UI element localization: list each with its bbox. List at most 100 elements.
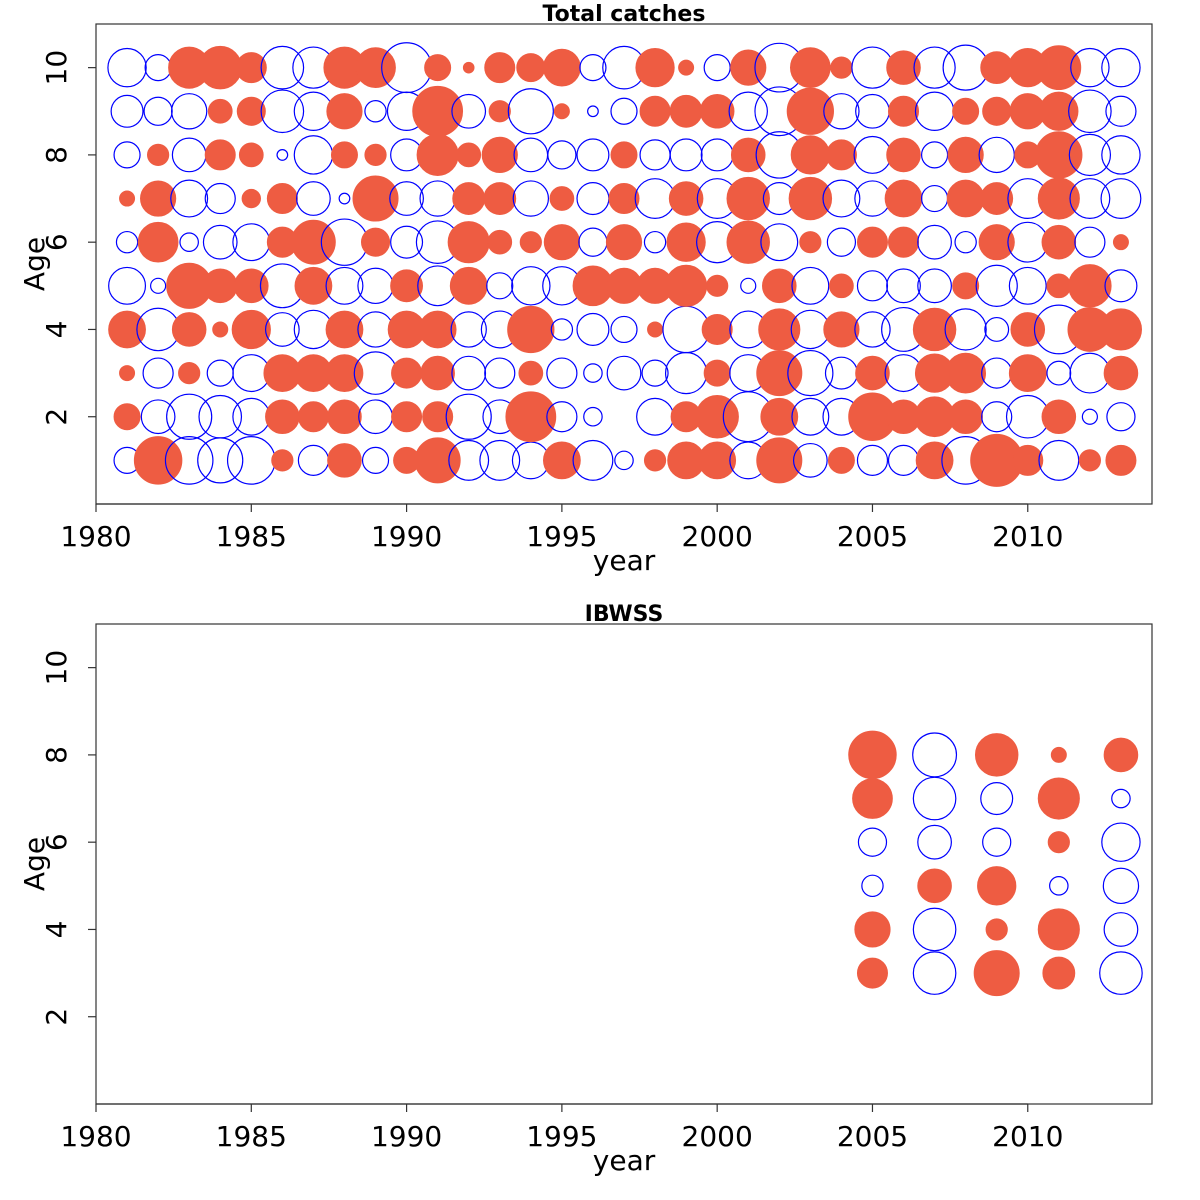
positive-residual-bubble (789, 47, 831, 88)
negative-residual-bubble (639, 139, 671, 171)
negative-residual-bubble (576, 138, 610, 172)
negative-residual-bubble (1038, 439, 1080, 481)
negative-residual-bubble (198, 394, 243, 439)
positive-residual-bubble (695, 394, 739, 439)
positive-residual-bubble (171, 312, 207, 347)
negative-residual-bubble (1074, 226, 1106, 258)
negative-residual-bubble (917, 268, 952, 304)
positive-residual-bubble (888, 226, 920, 258)
negative-residual-bubble (297, 444, 330, 476)
positive-residual-bubble (1036, 45, 1082, 91)
positive-residual-bubble (424, 54, 452, 82)
negative-residual-bubble (887, 444, 920, 476)
positive-residual-bubble (884, 179, 923, 218)
positive-residual-bubble (481, 136, 518, 174)
negative-residual-bubble (578, 227, 608, 257)
positive-residual-bubble (978, 224, 1015, 261)
negative-residual-bubble (792, 442, 828, 478)
positive-residual-bubble (856, 957, 888, 989)
negative-residual-bubble (954, 230, 977, 254)
x-tick-label: 1995 (526, 1120, 597, 1153)
negative-residual-bubble (920, 141, 949, 169)
positive-residual-bubble (542, 48, 581, 87)
negative-residual-bubble (140, 399, 176, 435)
positive-residual-bubble (1008, 354, 1047, 392)
positive-residual-bubble (854, 911, 891, 948)
positive-residual-bubble (790, 135, 830, 175)
positive-residual-bubble (549, 186, 575, 211)
positive-residual-bubble (202, 268, 238, 304)
negative-residual-bubble (144, 54, 172, 82)
positive-residual-bubble (516, 53, 546, 83)
positive-residual-bubble (447, 221, 490, 264)
negative-residual-bubble (1099, 951, 1143, 995)
negative-residual-bubble (264, 312, 300, 347)
x-tick-label: 2000 (682, 520, 753, 553)
negative-residual-bubble (791, 397, 830, 436)
positive-residual-bubble (507, 305, 555, 354)
negative-residual-bubble (614, 450, 634, 471)
negative-residual-bubble (636, 397, 675, 436)
positive-residual-bubble (294, 266, 333, 305)
negative-residual-bubble (204, 182, 236, 215)
positive-residual-bubble (420, 355, 455, 391)
positive-residual-bubble (647, 321, 664, 338)
y-tick-label: 6 (40, 833, 73, 851)
positive-residual-bubble (1078, 449, 1101, 472)
negative-residual-bubble (232, 223, 271, 262)
negative-residual-bubble (1049, 876, 1069, 896)
positive-residual-bubble (352, 175, 399, 222)
positive-residual-bubble (422, 401, 454, 433)
positive-residual-bubble (241, 188, 261, 209)
positive-residual-bubble (113, 403, 141, 431)
negative-residual-bubble (150, 277, 167, 294)
positive-residual-bubble (1012, 444, 1044, 476)
positive-residual-bubble (848, 730, 897, 780)
positive-residual-bubble (462, 61, 475, 74)
positive-residual-bubble (414, 437, 461, 484)
positive-residual-bubble (823, 311, 860, 348)
y-tick-label: 4 (40, 921, 73, 939)
y-axis-label: Age (18, 837, 51, 891)
positive-residual-bubble (391, 401, 423, 433)
negative-residual-bubble (293, 135, 334, 175)
negative-residual-bubble (170, 93, 208, 130)
positive-residual-bubble (483, 182, 517, 215)
positive-residual-bubble (982, 96, 1012, 126)
positive-residual-bubble (952, 97, 980, 125)
x-tick-label: 2005 (837, 1120, 908, 1153)
positive-residual-bubble (505, 391, 557, 443)
positive-residual-bubble (852, 778, 893, 819)
negative-residual-bubble (760, 223, 799, 262)
chart-title: Total catches (543, 2, 706, 27)
positive-residual-bubble (212, 321, 229, 338)
negative-residual-bubble (641, 359, 669, 387)
positive-residual-bubble (758, 308, 801, 351)
negative-residual-bubble (669, 138, 703, 172)
negative-residual-bubble (984, 316, 1010, 342)
positive-residual-bubble (698, 441, 737, 480)
y-tick-label: 8 (40, 746, 73, 764)
negative-residual-bubble (981, 401, 1013, 433)
positive-residual-bubble (726, 176, 770, 221)
negative-residual-bubble (260, 45, 305, 90)
y-tick-label: 2 (40, 408, 73, 426)
negative-residual-bubble (1100, 178, 1142, 220)
positive-residual-bubble (635, 48, 675, 88)
positive-residual-bubble (788, 176, 833, 221)
negative-residual-bubble (914, 91, 955, 132)
positive-residual-bubble (946, 179, 985, 218)
positive-residual-bubble (760, 397, 799, 436)
negative-residual-bubble (448, 439, 490, 481)
y-axis-label: Age (18, 237, 51, 291)
positive-residual-bubble (980, 51, 1014, 85)
plot-frame (95, 623, 1153, 1105)
negative-residual-bubble (143, 96, 173, 126)
negative-residual-bubble (978, 136, 1015, 174)
negative-residual-bubble (587, 105, 599, 118)
positive-residual-bubble (147, 143, 170, 167)
chart-title: IBWSS (585, 602, 664, 627)
negative-residual-bubble (855, 93, 890, 129)
negative-residual-bubble (166, 393, 213, 440)
negative-residual-bubble (740, 277, 757, 294)
